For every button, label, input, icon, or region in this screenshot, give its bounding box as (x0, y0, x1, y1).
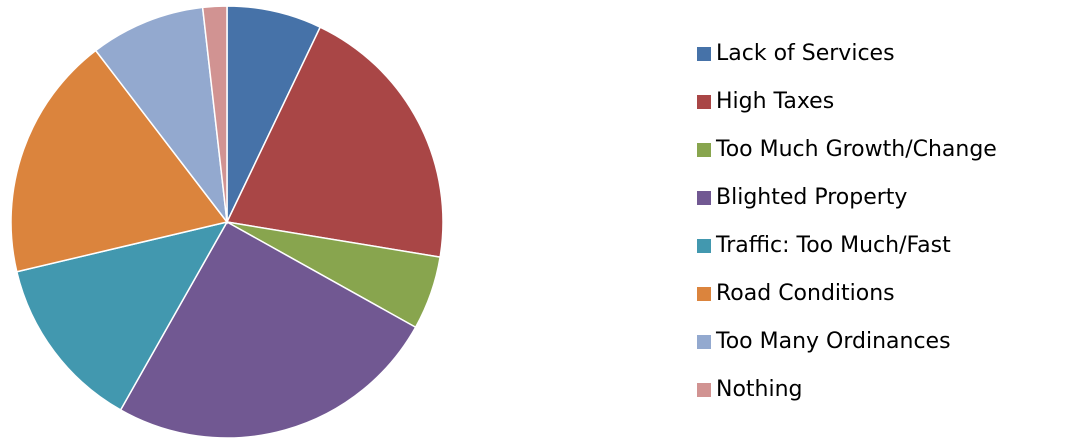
legend-swatch (697, 287, 711, 301)
legend-swatch (697, 95, 711, 109)
legend-swatch (697, 383, 711, 397)
legend-label: Traffic: Too Much/Fast (715, 233, 951, 258)
pie-slice (15, 220, 229, 411)
legend-swatch (697, 335, 711, 349)
legend-label: Lack of Services (716, 41, 895, 66)
legend-swatch (697, 191, 711, 205)
legend-swatch (697, 47, 711, 61)
legend-swatch (697, 143, 711, 157)
legend-label: Blighted Property (716, 185, 907, 210)
pie-slice (10, 49, 229, 273)
pie-slice (225, 26, 444, 258)
legend-label: Nothing (716, 377, 803, 402)
legend-label: Too Much Growth/Change (715, 137, 997, 162)
legend-swatch (697, 239, 711, 253)
pie-slice (94, 6, 229, 225)
legend-label: Too Many Ordinances (715, 329, 951, 354)
pie-slice (119, 220, 417, 439)
pie-slice (201, 5, 228, 223)
legend-label: Road Conditions (716, 281, 895, 306)
legend-label: High Taxes (716, 89, 834, 114)
